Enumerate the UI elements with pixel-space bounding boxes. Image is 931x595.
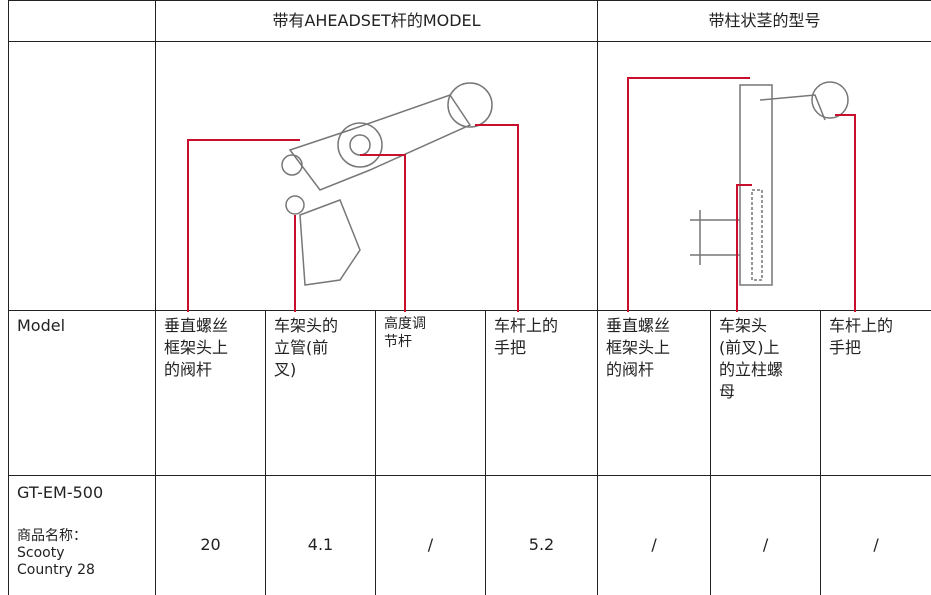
label-text: 垂直螺丝框架头上的阀杆: [606, 316, 671, 379]
value-cell: /: [375, 475, 486, 595]
part-label: 高度调节杆: [375, 310, 486, 476]
value-cell: 20: [155, 475, 266, 595]
group-header: 带柱状茎的型号: [597, 0, 931, 42]
value-cell: /: [820, 475, 931, 595]
label-text: 垂直螺丝框架头上的阀杆: [164, 316, 229, 379]
model-cell: GT-EM-500 商品名称：Scooty Country 28: [8, 475, 156, 595]
part-label: 车杆上的手把: [484, 310, 599, 476]
row-label: Model: [8, 310, 156, 476]
image-cell: [154, 41, 599, 311]
group-header: 带有AHEADSET杆的MODEL: [154, 0, 599, 42]
value-cell: 4.1: [265, 475, 376, 595]
empty-cell: [8, 41, 156, 311]
label-text: 车杆上的手把: [829, 316, 894, 357]
image-cell: [597, 41, 931, 311]
label-text: 高度调节杆: [384, 316, 426, 350]
value-cell: 5.2: [484, 475, 599, 595]
value-cell: /: [710, 475, 822, 595]
part-label: 车杆上的手把: [820, 310, 931, 476]
label-text: 车架头的立管(前叉): [274, 316, 339, 379]
spec-table: 带有AHEADSET杆的MODEL 带柱状茎的型号 Model 垂直螺丝框架头上…: [8, 0, 931, 595]
part-label: 垂直螺丝框架头上的阀杆: [155, 310, 266, 476]
value-cell: /: [597, 475, 712, 595]
empty-cell: [8, 0, 156, 42]
label-text: 车杆上的手把: [494, 316, 559, 357]
part-label: 车架头的立管(前叉): [265, 310, 376, 476]
label-text: 车架头(前叉)上的立柱螺母: [719, 316, 784, 401]
product-name: 商品名称：Scooty Country 28: [17, 528, 95, 578]
part-label: 垂直螺丝框架头上的阀杆: [597, 310, 712, 476]
part-label: 车架头(前叉)上的立柱螺母: [710, 310, 822, 476]
label-text: Model: [17, 316, 66, 335]
model-name: GT-EM-500: [17, 483, 104, 502]
